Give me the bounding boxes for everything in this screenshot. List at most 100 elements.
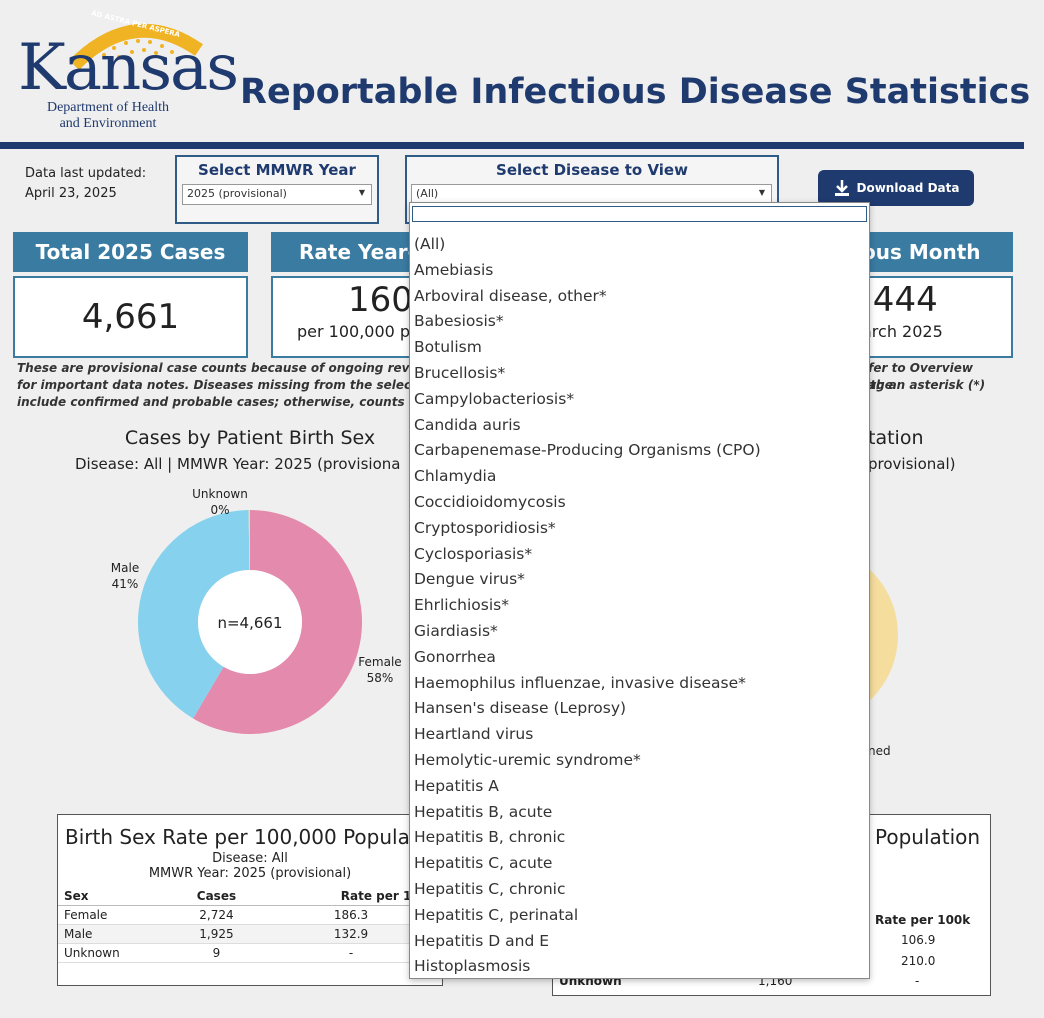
year-select[interactable]: 2025 (provisional) ▼ xyxy=(182,184,372,205)
logo-wordmark: Kansas xyxy=(18,31,239,105)
dropdown-option[interactable]: Brucellosis* xyxy=(414,363,506,382)
dropdown-option[interactable]: Histoplasmosis xyxy=(414,957,531,976)
kpi-rate-title: Rate Year-t xyxy=(271,232,411,272)
kpi-rate-value: 160 xyxy=(348,280,411,320)
disease-dropdown-list[interactable]: (All) Amebiasis Arboviral disease, other* B… xyxy=(409,202,870,979)
logo: AD ASTRA PER ASPERA xyxy=(14,9,204,135)
dropdown-option[interactable]: Haemophilus influenzae, invasive disease… xyxy=(414,673,746,692)
col-header-sex: Sex xyxy=(58,887,173,906)
right-chart-title: tation xyxy=(868,427,924,449)
year-filter: Select MMWR Year 2025 (provisional) ▼ xyxy=(175,155,379,224)
col-header-cases: Cases xyxy=(172,887,260,906)
dropdown-option[interactable]: Babesiosis* xyxy=(414,312,504,331)
pie-label-female: Female 58% xyxy=(355,654,405,686)
pie-label-unknown-pct: 0% xyxy=(210,503,230,517)
right-chart-label: ned xyxy=(868,744,891,758)
dropdown-option[interactable]: Dengue virus* xyxy=(414,570,525,589)
kpi-rate-body: 160 per 100,000 po xyxy=(271,276,411,358)
sex-pie-chart xyxy=(138,510,362,734)
year-filter-title: Select MMWR Year xyxy=(198,161,356,179)
logo-arc-icon xyxy=(69,23,203,71)
dropdown-option[interactable]: Arboviral disease, other* xyxy=(414,286,607,305)
dropdown-options: (All) Amebiasis Arboviral disease, other* B… xyxy=(410,232,869,978)
dropdown-option[interactable]: Ehrlichiosis* xyxy=(414,596,509,615)
chevron-down-icon: ▼ xyxy=(758,188,765,197)
dropdown-option[interactable]: Hansen's disease (Leprosy) xyxy=(414,699,627,718)
dropdown-option[interactable]: Amebiasis xyxy=(414,260,494,279)
pie-center-hole xyxy=(198,570,302,674)
table-cell: - xyxy=(260,943,442,963)
dropdown-option[interactable]: Campylobacteriosis* xyxy=(414,389,575,408)
right-rate-table-title: Population xyxy=(875,825,981,849)
dropdown-option[interactable]: (All) xyxy=(414,235,446,253)
disease-select-value: (All) xyxy=(416,187,439,200)
disease-select[interactable]: (All) ▼ xyxy=(411,184,772,205)
dropdown-option[interactable]: Hepatitis C, perinatal xyxy=(414,905,579,924)
chevron-down-icon: ▼ xyxy=(358,188,365,197)
dropdown-option[interactable]: Carbapenemase-Producing Organisms (CPO) xyxy=(414,441,761,460)
dropdown-option[interactable]: Chlamydia xyxy=(414,467,497,486)
dropdown-option[interactable]: Coccidioidomycosis xyxy=(414,492,566,511)
pie-slice-female[interactable] xyxy=(193,510,362,734)
dropdown-option[interactable]: Giardiasis* xyxy=(414,621,498,640)
dropdown-option[interactable]: Hemolytic-uremic syndrome* xyxy=(414,750,641,769)
pie-label-unknown-name: Unknown xyxy=(192,487,248,501)
dropdown-search-input[interactable] xyxy=(412,206,867,222)
sex-rate-table-title: Birth Sex Rate per 100,000 Populati xyxy=(65,825,424,849)
kpi-month-unit: arch 2025 xyxy=(862,322,943,341)
sex-rate-table: Sex Cases Rate per 100k Female 2,724 186… xyxy=(58,887,442,963)
dropdown-option[interactable]: Cyclosporiasis* xyxy=(414,544,533,563)
table-cell: Unknown xyxy=(58,943,173,963)
pie-slice-male[interactable] xyxy=(138,510,250,719)
dropdown-option[interactable]: Heartland virus xyxy=(414,725,534,744)
pie-label-unknown: Unknown 0% xyxy=(185,486,255,518)
sex-rate-table-disease: Disease: All xyxy=(212,851,288,866)
provisional-note: These are provisional case counts becaus… xyxy=(17,360,1007,411)
logo-department: Department of Health and Environment xyxy=(38,100,178,132)
dropdown-option[interactable]: Candida auris xyxy=(414,415,521,434)
table-cell: 2,724 xyxy=(172,905,260,925)
note-line2-right: ith an asterisk (*) xyxy=(866,378,986,392)
dropdown-option[interactable]: Cryptosporidiosis* xyxy=(414,518,556,537)
dropdown-option[interactable]: Hepatitis B, chronic xyxy=(414,828,566,847)
dropdown-option[interactable]: Botulism xyxy=(414,338,482,357)
kpi-total-title: Total 2025 Cases xyxy=(13,232,248,272)
pie-label-male-name: Male xyxy=(110,561,140,575)
kpi-total-value: 4,661 xyxy=(81,297,180,337)
note-line1-left: These are provisional case counts becaus… xyxy=(17,361,482,375)
dropdown-option[interactable]: Hepatitis A xyxy=(414,776,499,795)
right-rate-header: Rate per 100k xyxy=(875,913,971,927)
right-rate-row-2: 210.0 xyxy=(901,954,936,968)
dropdown-option[interactable]: Hepatitis D and E xyxy=(414,931,550,950)
pie-label-male-pct: 41% xyxy=(111,577,139,591)
sex-chart-title: Cases by Patient Birth Sex xyxy=(124,427,376,449)
kpi-month-body: ,444 arch 2025 xyxy=(860,276,1013,358)
table-cell: 132.9 xyxy=(260,924,442,944)
sex-rate-table-card: Birth Sex Rate per 100,000 Populati Dise… xyxy=(57,814,443,986)
dropdown-option[interactable]: Hepatitis C, chronic xyxy=(414,879,566,898)
download-data-label: Download Data xyxy=(856,181,960,195)
last-updated: Data last updated: April 23, 2025 xyxy=(25,164,146,204)
pie-slice-unknown[interactable] xyxy=(248,510,250,571)
dropdown-option[interactable]: Gonorrhea xyxy=(414,647,496,666)
last-updated-date: April 23, 2025 xyxy=(25,186,117,201)
right-chart-subtitle: provisional) xyxy=(868,455,956,473)
dropdown-option[interactable]: Hepatitis C, acute xyxy=(414,854,553,873)
table-row: Female 2,724 186.3 xyxy=(58,905,442,925)
year-select-value: 2025 (provisional) xyxy=(187,187,287,200)
last-updated-label: Data last updated: xyxy=(25,166,147,181)
kpi-month-title: ous Month xyxy=(860,232,1013,272)
page-title: Reportable Infectious Disease Statistics xyxy=(240,72,1031,112)
pie-label-female-name: Female xyxy=(358,655,402,669)
table-cell: 9 xyxy=(172,943,260,963)
download-icon xyxy=(834,180,849,196)
kpi-total-body: 4,661 xyxy=(13,276,248,358)
table-cell: 1,925 xyxy=(172,924,260,944)
dropdown-option[interactable]: Hepatitis B, acute xyxy=(414,802,553,821)
right-pie-chart xyxy=(868,568,898,702)
download-data-button[interactable]: Download Data xyxy=(818,170,974,206)
table-cell: Male xyxy=(58,924,173,944)
disease-filter-title: Select Disease to View xyxy=(496,161,688,179)
pie-label-male: Male 41% xyxy=(100,560,150,592)
kpi-rate: Rate Year-t 160 per 100,000 po xyxy=(271,232,411,358)
